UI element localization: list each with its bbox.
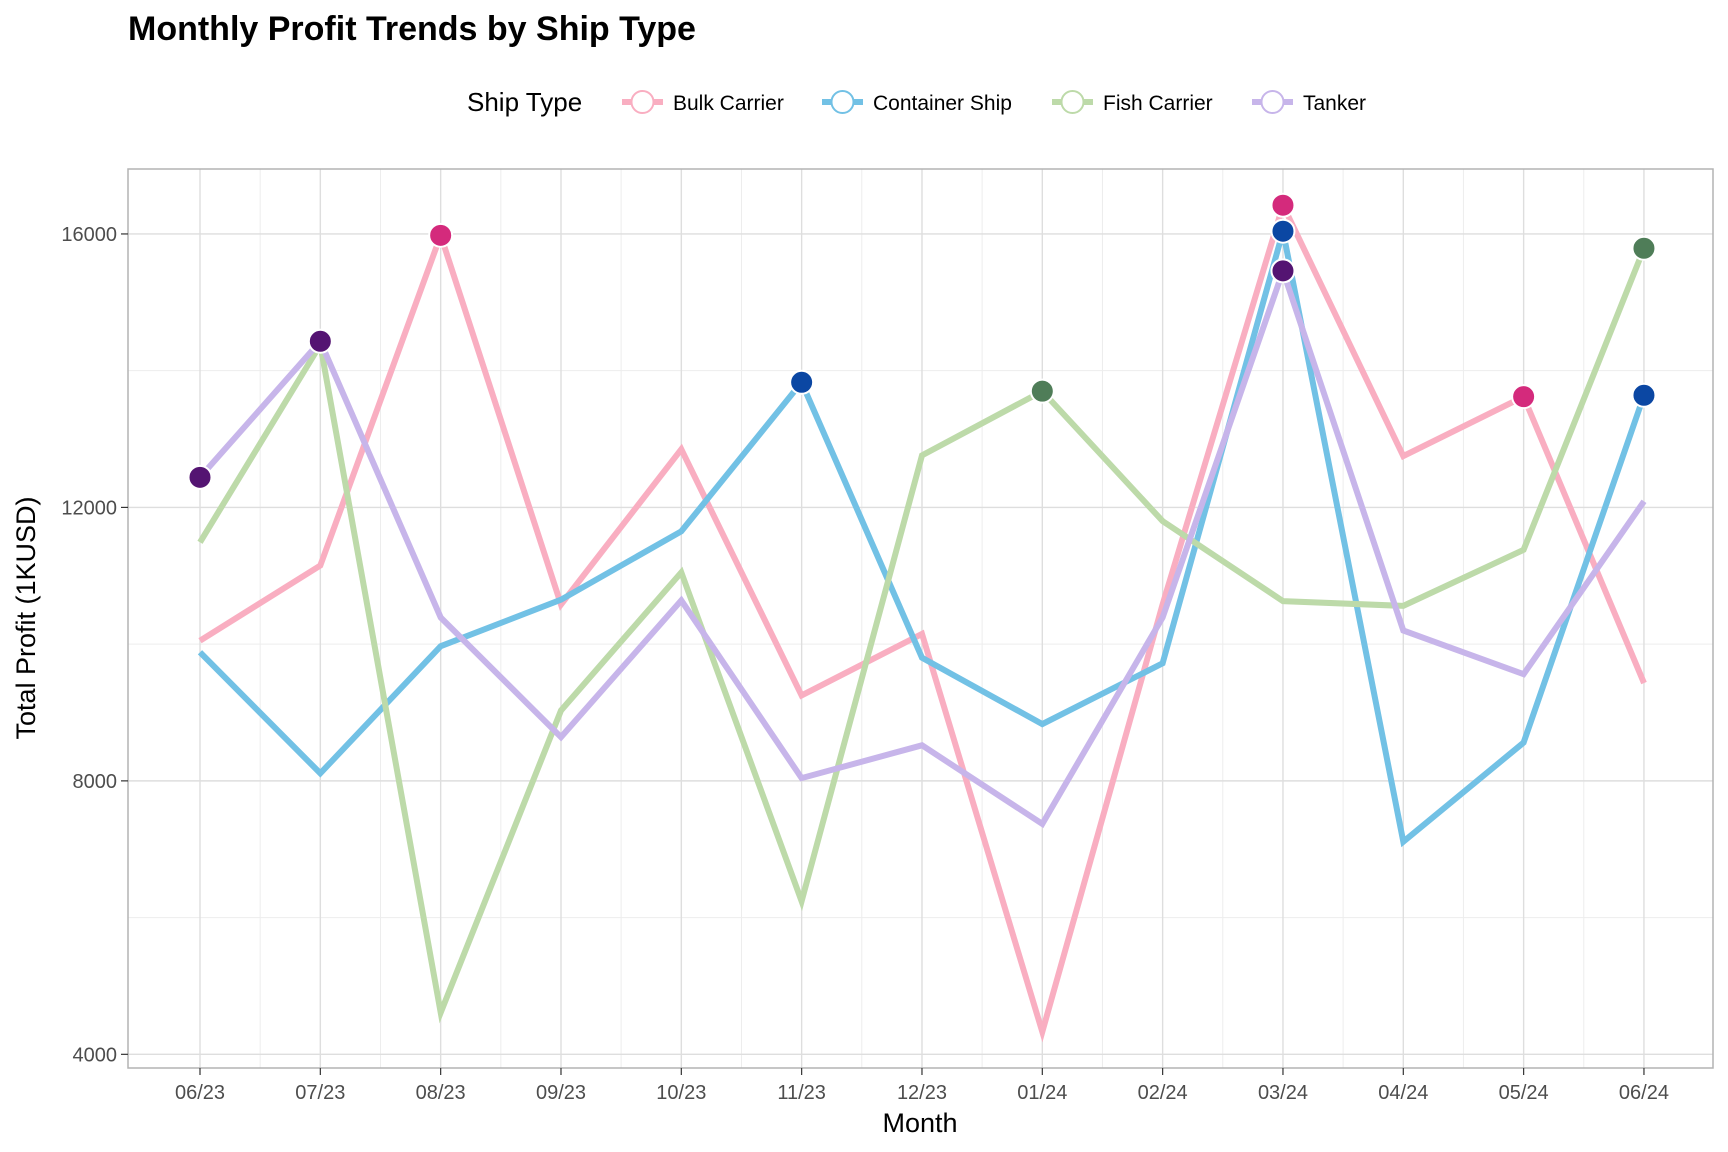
legend-title: Ship Type <box>467 87 582 117</box>
x-axis-title: Month <box>882 1108 957 1138</box>
y-tick-label: 12000 <box>61 497 117 519</box>
x-tick-label: 03/24 <box>1258 1082 1308 1104</box>
series-line-container-ship <box>197 230 1647 848</box>
x-tick-label: 02/24 <box>1138 1082 1188 1104</box>
y-axis-title: Total Profit (1KUSD) <box>11 496 41 739</box>
data-point-bulk-carrier <box>1270 192 1296 218</box>
x-tick-label: 11/23 <box>777 1082 826 1104</box>
legend-label: Fish Carrier <box>1103 92 1213 115</box>
data-point-fish-carrier <box>1631 235 1657 261</box>
y-tick-label: 16000 <box>61 224 117 246</box>
chart-title: Monthly Profit Trends by Ship Type <box>128 10 696 48</box>
legend-point-key <box>830 90 855 114</box>
x-tick-label: 07/23 <box>295 1082 345 1104</box>
y-axis: 4000 8000 12000 16000 <box>61 224 128 1066</box>
y-tick-label: 8000 <box>73 771 118 793</box>
legend: Ship Type Bulk Carrier Container Ship Fish… <box>467 87 1366 117</box>
x-tick-label: 12/23 <box>897 1082 947 1104</box>
x-tick-label: 08/23 <box>416 1082 466 1104</box>
x-tick-label: 06/23 <box>175 1082 225 1104</box>
legend-point-key <box>1060 90 1085 114</box>
x-tick-label: 09/23 <box>536 1082 586 1104</box>
x-axis: 06/23 07/23 08/23 09/23 10/23 11/23 12/23 01/24… <box>175 1068 1669 1104</box>
legend-item-fish-carrier[interactable]: Fish Carrier <box>1052 90 1213 115</box>
data-point-tanker <box>187 464 213 490</box>
legend-label: Container Ship <box>873 92 1012 115</box>
data-point-tanker <box>307 328 333 354</box>
data-point-bulk-carrier <box>428 222 454 248</box>
y-tick-label: 4000 <box>73 1044 118 1066</box>
x-tick-label: 01/24 <box>1017 1082 1067 1104</box>
data-point-container-ship <box>789 369 815 395</box>
x-tick-label: 10/23 <box>656 1082 706 1104</box>
legend-item-container-ship[interactable]: Container Ship <box>822 90 1012 115</box>
x-tick-label: 06/24 <box>1619 1082 1669 1104</box>
data-point-container-ship <box>1631 382 1657 408</box>
data-point-bulk-carrier <box>1511 384 1537 410</box>
series-line-fish-carrier <box>197 247 1647 1024</box>
series-line-tanker <box>197 261 1647 829</box>
plot-border <box>127 168 1714 1069</box>
legend-point-key <box>630 90 655 114</box>
gridlines <box>128 169 1713 1068</box>
legend-point-key <box>1260 90 1285 114</box>
data-point-fish-carrier <box>1029 378 1055 404</box>
series-points <box>187 192 1657 490</box>
series-lines <box>197 196 1647 1043</box>
legend-label: Bulk Carrier <box>673 92 784 115</box>
legend-label: Tanker <box>1303 92 1366 115</box>
data-point-container-ship <box>1270 218 1296 244</box>
data-point-tanker <box>1270 258 1296 284</box>
legend-item-bulk-carrier[interactable]: Bulk Carrier <box>622 90 784 115</box>
legend-item-tanker[interactable]: Tanker <box>1252 90 1366 115</box>
x-tick-label: 05/24 <box>1499 1082 1549 1104</box>
plot-panel <box>128 169 1713 1068</box>
x-tick-label: 04/24 <box>1378 1082 1428 1104</box>
